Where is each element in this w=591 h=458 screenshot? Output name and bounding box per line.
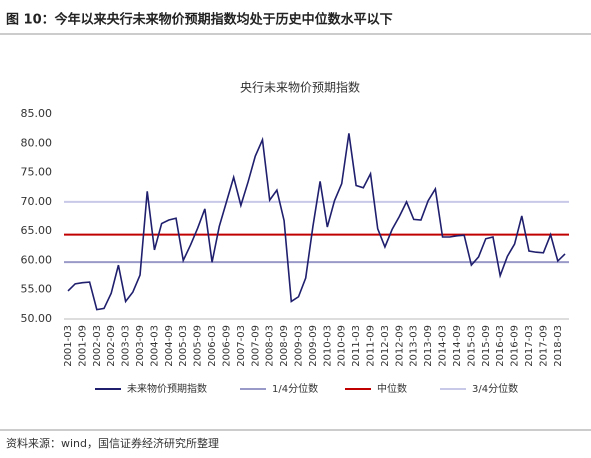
- x-tick-label: 2013-03: [409, 325, 420, 367]
- x-tick-label: 2003-03: [121, 325, 132, 367]
- x-tick-label: 2013-09: [423, 325, 434, 367]
- x-tick-label: 2002-09: [106, 325, 117, 367]
- x-tick-label: 2012-09: [394, 325, 405, 367]
- y-tick-label: 70.00: [21, 195, 53, 208]
- x-tick-label: 2010-09: [337, 325, 348, 367]
- x-tick-label: 2010-03: [322, 325, 333, 367]
- x-tick-label: 2004-03: [149, 325, 160, 367]
- legend-label: 中位数: [377, 382, 407, 395]
- x-tick-label: 2001-03: [63, 325, 74, 367]
- y-tick-label: 50.00: [21, 312, 53, 325]
- x-tick-label: 2006-03: [207, 325, 218, 367]
- x-tick-label: 2016-03: [495, 325, 506, 367]
- x-tick-label: 2009-09: [308, 325, 319, 367]
- y-tick-label: 55.00: [21, 283, 53, 296]
- x-tick-label: 2001-09: [77, 325, 88, 367]
- x-tick-label: 2014-03: [438, 325, 449, 367]
- x-tick-label: 2011-03: [351, 325, 362, 367]
- x-tick-label: 2017-09: [538, 325, 549, 367]
- legend-label: 1/4分位数: [272, 382, 318, 395]
- x-tick-label: 2011-09: [366, 325, 377, 367]
- x-tick-label: 2006-09: [221, 325, 232, 367]
- x-tick-label: 2017-03: [524, 325, 535, 367]
- legend-label: 未来物价预期指数: [127, 382, 207, 395]
- legend-label: 3/4分位数: [472, 382, 518, 395]
- x-tick-label: 2012-03: [380, 325, 391, 367]
- x-tick-label: 2002-03: [92, 325, 103, 367]
- x-tick-label: 2005-09: [193, 325, 204, 367]
- x-tick-label: 2016-09: [510, 325, 521, 367]
- x-tick-label: 2007-09: [250, 325, 261, 367]
- x-tick-label: 2008-03: [265, 325, 276, 367]
- y-tick-label: 80.00: [21, 136, 53, 149]
- y-tick-label: 85.00: [21, 107, 53, 120]
- y-tick-label: 60.00: [21, 253, 53, 266]
- source: 资料来源：wind，国信证券经济研究所整理: [6, 436, 219, 450]
- y-tick-label: 65.00: [21, 224, 53, 237]
- x-tick-label: 2004-09: [164, 325, 175, 367]
- x-tick-label: 2003-09: [135, 325, 146, 367]
- x-tick-label: 2009-03: [293, 325, 304, 367]
- x-tick-label: 2007-03: [236, 325, 247, 367]
- x-tick-label: 2014-09: [452, 325, 463, 367]
- x-tick-label: 2008-09: [279, 325, 290, 367]
- chart-title: 央行未来物价预期指数: [240, 80, 360, 95]
- x-tick-label: 2015-03: [466, 325, 477, 367]
- x-tick-label: 2018-03: [553, 325, 564, 367]
- x-tick-label: 2015-09: [481, 325, 492, 367]
- y-tick-label: 75.00: [21, 166, 53, 179]
- figure-title: 图 10：今年以来央行未来物价预期指数均处于历史中位数水平以下: [6, 12, 393, 28]
- x-tick-label: 2005-03: [178, 325, 189, 367]
- data-line: [67, 133, 566, 311]
